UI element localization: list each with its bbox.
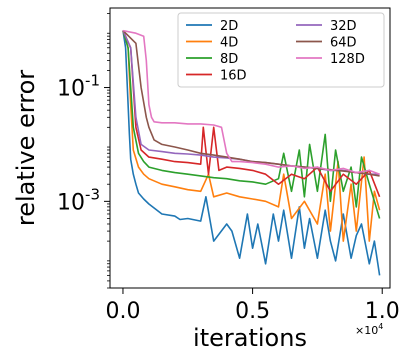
y-axis-label: relative error	[12, 70, 40, 226]
legend-label-128d: 128D	[330, 52, 365, 67]
x-tick-label: 0.5	[235, 299, 270, 324]
x-tick-label: 1.0	[365, 299, 400, 324]
x-offset-text: ×104	[355, 322, 383, 337]
legend-label-64d: 64D	[330, 36, 357, 51]
x-tick-label: 0.0	[105, 299, 140, 324]
legend-label-32d: 32D	[330, 19, 357, 34]
series-line-2d	[122, 30, 381, 276]
y-axis: 10-1 10-3	[57, 13, 110, 289]
legend-label-2d: 2D	[220, 19, 238, 34]
series-line-16d	[122, 30, 381, 198]
series-line-4d	[122, 30, 381, 242]
legend-box	[177, 12, 385, 88]
legend-label-4d: 4D	[220, 36, 238, 51]
y-tick-label: 10-1	[57, 72, 100, 102]
x-axis-label: iterations	[193, 324, 307, 352]
series-line-128d	[122, 29, 380, 175]
y-tick-label: 10-3	[57, 185, 100, 215]
legend-label-8d: 8D	[220, 52, 238, 67]
x-axis: 0.0 0.5 1.0	[105, 288, 400, 324]
series-layer	[122, 29, 381, 276]
plot-frame	[109, 7, 391, 289]
legend-label-16d: 16D	[220, 69, 247, 84]
